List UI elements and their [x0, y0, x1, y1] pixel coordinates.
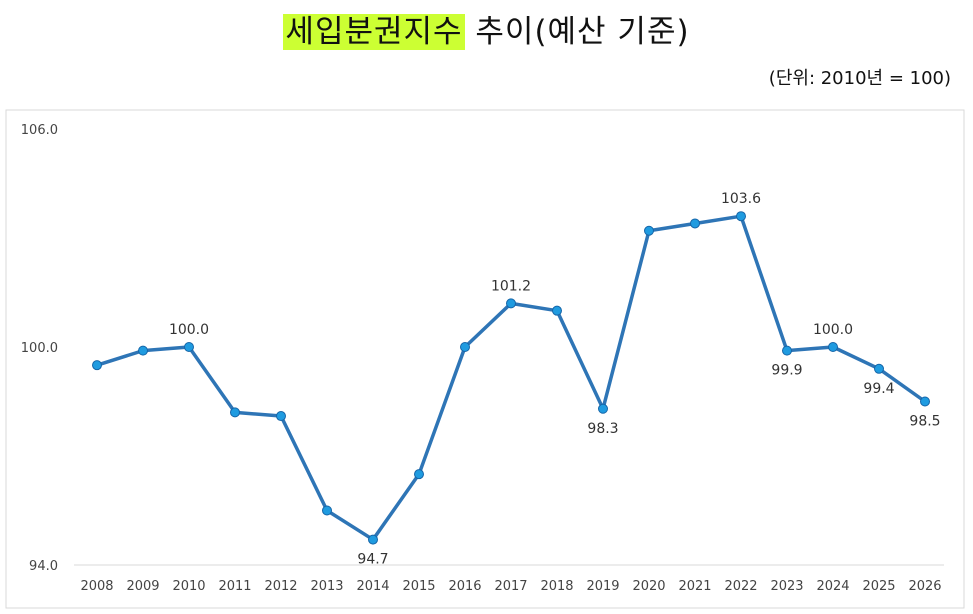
data-point [460, 342, 470, 352]
data-label: 99.4 [863, 381, 894, 397]
y-tick-label: 94.0 [29, 559, 58, 574]
unit-note: (단위: 2010년 = 100) [768, 68, 951, 89]
x-axis: 2008 2009 2010 2011 2012 2013 2014 2015 2016 2017… [80, 579, 941, 594]
data-label: 101.2 [491, 278, 531, 294]
x-tick-label: 2017 [494, 579, 527, 594]
data-label: 94.7 [357, 552, 388, 568]
chart-title: 세입분권지수 추이(예산 기준) [0, 6, 973, 51]
title-rest: 추이(예산 기준) [464, 14, 690, 50]
x-tick-label: 2013 [310, 579, 343, 594]
x-tick-label: 2019 [586, 579, 619, 594]
data-labels: 100.0 94.7 101.2 98.3 103.6 99.9 100.0 99.4 98.5 [169, 191, 941, 567]
x-tick-label: 2020 [632, 579, 665, 594]
x-tick-label: 2016 [448, 579, 481, 594]
x-tick-label: 2026 [908, 579, 941, 594]
plot-frame [5, 109, 965, 609]
data-point [368, 534, 378, 545]
data-point [690, 218, 700, 229]
data-point [874, 363, 884, 374]
data-label: 103.6 [721, 191, 761, 207]
x-tick-label: 2015 [402, 579, 435, 594]
x-tick-label: 2018 [540, 579, 573, 594]
data-point [184, 342, 194, 352]
data-point [736, 211, 746, 222]
data-point [92, 360, 102, 371]
title-highlight: 세입분권지수 [283, 14, 465, 50]
data-label: 98.3 [587, 421, 618, 437]
x-tick-label: 2012 [264, 579, 297, 594]
x-tick-label: 2010 [172, 579, 205, 594]
data-point [414, 469, 424, 480]
data-point [138, 345, 148, 356]
data-point [322, 505, 332, 516]
data-point [506, 298, 516, 309]
data-label: 100.0 [813, 322, 853, 338]
data-label: 98.5 [909, 414, 940, 430]
y-tick-label: 106.0 [21, 123, 58, 138]
data-point [230, 407, 240, 418]
x-tick-label: 2025 [862, 579, 895, 594]
x-tick-label: 2021 [678, 579, 711, 594]
y-axis: 106.0 100.0 94.0 [21, 123, 58, 574]
data-label: 100.0 [169, 322, 209, 338]
series-markers [92, 211, 930, 545]
data-point [276, 411, 286, 422]
x-tick-label: 2024 [816, 579, 849, 594]
x-tick-label: 2014 [356, 579, 389, 594]
data-point [598, 403, 608, 414]
data-point [920, 396, 930, 407]
y-tick-label: 100.0 [21, 341, 58, 356]
x-tick-label: 2023 [770, 579, 803, 594]
data-point [782, 345, 792, 356]
x-tick-label: 2022 [724, 579, 757, 594]
x-tick-label: 2009 [126, 579, 159, 594]
x-tick-label: 2008 [80, 579, 113, 594]
data-point [644, 225, 654, 236]
x-tick-label: 2011 [218, 579, 251, 594]
data-label: 99.9 [771, 363, 802, 379]
data-point [828, 342, 838, 352]
data-point [552, 305, 562, 316]
